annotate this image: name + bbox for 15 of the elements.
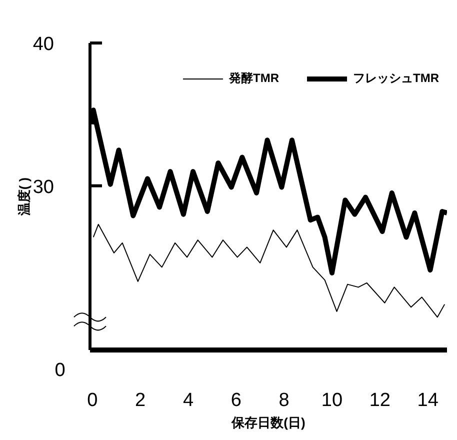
x-tick-label: 2 bbox=[135, 390, 146, 411]
y-tick-label: 30 bbox=[32, 176, 54, 198]
x-tick-label: 4 bbox=[182, 390, 194, 411]
text: 0 bbox=[54, 360, 66, 381]
x-tick-label: 0 bbox=[87, 390, 98, 411]
legend-label: フレッシュTMR bbox=[353, 70, 439, 87]
legend-label: 発酵TMR bbox=[229, 70, 279, 87]
x-tick-label: 12 bbox=[369, 390, 390, 411]
y-axis-title: 温度( ) bbox=[16, 177, 32, 217]
x-axis-title: 保存日数(日) bbox=[230, 415, 306, 430]
x-tick-label: 10 bbox=[321, 390, 343, 411]
y-tick-label: 40 bbox=[32, 34, 54, 55]
x-tick-label: 8 bbox=[278, 390, 290, 411]
x-tick-label: 6 bbox=[230, 390, 242, 411]
x-tick-label: 14 bbox=[417, 390, 439, 411]
